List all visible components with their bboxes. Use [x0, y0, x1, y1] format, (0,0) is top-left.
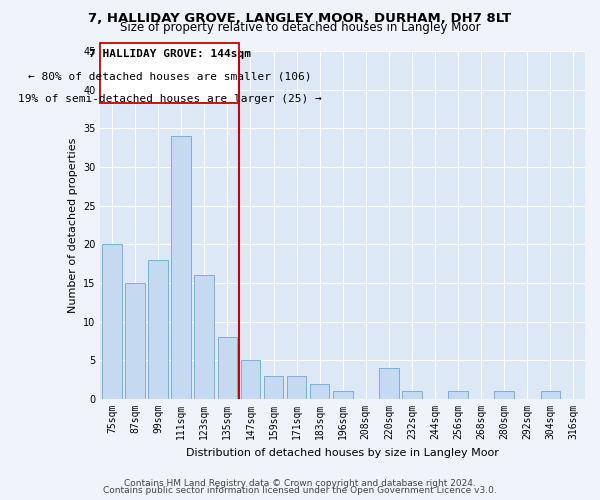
- Text: 7 HALLIDAY GROVE: 144sqm: 7 HALLIDAY GROVE: 144sqm: [89, 49, 251, 59]
- Bar: [125, 283, 145, 399]
- Bar: [287, 376, 307, 399]
- Bar: [494, 392, 514, 399]
- Text: Size of property relative to detached houses in Langley Moor: Size of property relative to detached ho…: [119, 22, 481, 35]
- Bar: [541, 392, 560, 399]
- Bar: [379, 368, 398, 399]
- Bar: [194, 276, 214, 399]
- Text: 19% of semi-detached houses are larger (25) →: 19% of semi-detached houses are larger (…: [18, 94, 322, 104]
- Bar: [402, 392, 422, 399]
- Bar: [102, 244, 122, 399]
- Bar: [218, 337, 237, 399]
- Bar: [148, 260, 168, 399]
- Bar: [172, 136, 191, 399]
- FancyBboxPatch shape: [100, 44, 239, 103]
- Bar: [333, 392, 353, 399]
- Text: 7, HALLIDAY GROVE, LANGLEY MOOR, DURHAM, DH7 8LT: 7, HALLIDAY GROVE, LANGLEY MOOR, DURHAM,…: [88, 12, 512, 24]
- Text: ← 80% of detached houses are smaller (106): ← 80% of detached houses are smaller (10…: [28, 72, 311, 82]
- Y-axis label: Number of detached properties: Number of detached properties: [68, 138, 77, 312]
- Bar: [241, 360, 260, 399]
- Bar: [263, 376, 283, 399]
- X-axis label: Distribution of detached houses by size in Langley Moor: Distribution of detached houses by size …: [186, 448, 499, 458]
- Text: Contains public sector information licensed under the Open Government Licence v3: Contains public sector information licen…: [103, 486, 497, 495]
- Bar: [310, 384, 329, 399]
- Text: Contains HM Land Registry data © Crown copyright and database right 2024.: Contains HM Land Registry data © Crown c…: [124, 478, 476, 488]
- Bar: [448, 392, 468, 399]
